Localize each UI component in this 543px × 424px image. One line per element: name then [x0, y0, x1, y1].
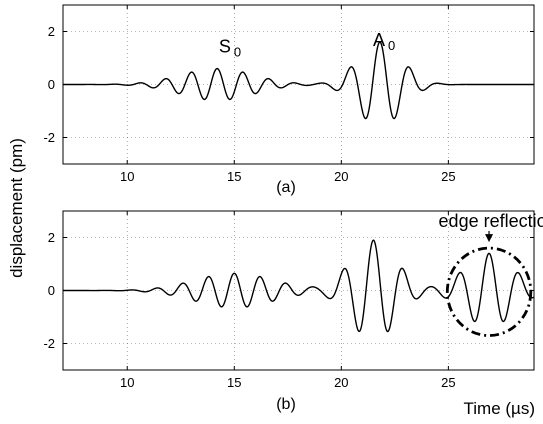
panel-b-x-tick-label: 10	[120, 375, 134, 390]
edge-reflection-arrowhead	[485, 234, 494, 243]
x-axis-label: Time (µs)	[464, 399, 536, 418]
annotation-subscript: 0	[234, 45, 241, 60]
y-axis-label: displacement (pm)	[7, 138, 26, 278]
panel-b-label: (b)	[276, 396, 296, 413]
panel-a-x-tick-label: 15	[227, 169, 241, 184]
panel-a-series-line	[63, 41, 534, 120]
panel-a-label: (a)	[276, 179, 296, 196]
panel-a-y-tick-label: -2	[43, 130, 55, 145]
panel-a-frame	[62, 4, 535, 165]
panel-b-series-line	[63, 239, 534, 333]
panel-a-x-tick-label: 25	[441, 169, 455, 184]
panel-b-y-tick-label: -2	[43, 336, 55, 351]
panel-a-y-tick-label: 2	[48, 24, 55, 39]
panel-a-y-tick-label: 0	[48, 77, 55, 92]
panel-b-x-tick-label: 25	[441, 375, 455, 390]
annotation-subscript: 0	[388, 38, 395, 53]
panel-a-x-tick-label: 20	[334, 169, 348, 184]
panel-b-y-tick-label: 0	[48, 283, 55, 298]
panel-a-x-tick-label: 10	[120, 169, 134, 184]
panel-b-y-tick-label: 2	[48, 230, 55, 245]
panel-b-annotation: edge reflection	[439, 211, 543, 231]
edge-reflection-ellipse	[445, 246, 533, 337]
panel-b-x-tick-label: 15	[227, 375, 241, 390]
panel-b-frame	[62, 210, 535, 371]
panel-b-x-tick-label: 20	[334, 375, 348, 390]
